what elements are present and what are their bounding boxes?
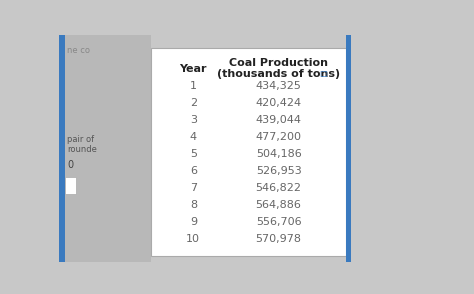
Bar: [59, 35, 65, 262]
Bar: [352, 35, 427, 262]
Bar: [346, 35, 351, 262]
Text: 0: 0: [67, 160, 73, 170]
Bar: [59, 35, 151, 262]
Text: rounde: rounde: [67, 145, 97, 154]
Text: 434,325: 434,325: [255, 81, 301, 91]
Text: 477,200: 477,200: [255, 132, 301, 142]
Text: ne co: ne co: [67, 46, 90, 55]
Text: (thousands of tons): (thousands of tons): [217, 69, 340, 79]
Text: 5: 5: [190, 149, 197, 159]
Text: 570,978: 570,978: [255, 233, 301, 243]
Text: 546,822: 546,822: [255, 183, 301, 193]
Text: 6: 6: [190, 166, 197, 176]
Text: 4: 4: [190, 132, 197, 142]
Text: 526,953: 526,953: [255, 166, 301, 176]
Text: 439,044: 439,044: [255, 115, 301, 125]
Text: 3: 3: [190, 115, 197, 125]
Text: 1: 1: [190, 81, 197, 91]
Text: 9: 9: [190, 217, 197, 227]
Text: 10: 10: [186, 233, 201, 243]
Text: pair of: pair of: [67, 135, 94, 143]
Text: 2: 2: [190, 98, 197, 108]
Text: □: □: [319, 69, 328, 78]
Text: 8: 8: [190, 200, 197, 210]
Bar: [151, 48, 346, 255]
Text: Coal Production: Coal Production: [229, 58, 328, 68]
Text: Year: Year: [180, 64, 207, 74]
Text: 420,424: 420,424: [255, 98, 301, 108]
Text: 564,886: 564,886: [255, 200, 301, 210]
Text: 7: 7: [190, 183, 197, 193]
Text: 556,706: 556,706: [256, 217, 301, 227]
Bar: [65, 177, 76, 194]
Text: 504,186: 504,186: [255, 149, 301, 159]
